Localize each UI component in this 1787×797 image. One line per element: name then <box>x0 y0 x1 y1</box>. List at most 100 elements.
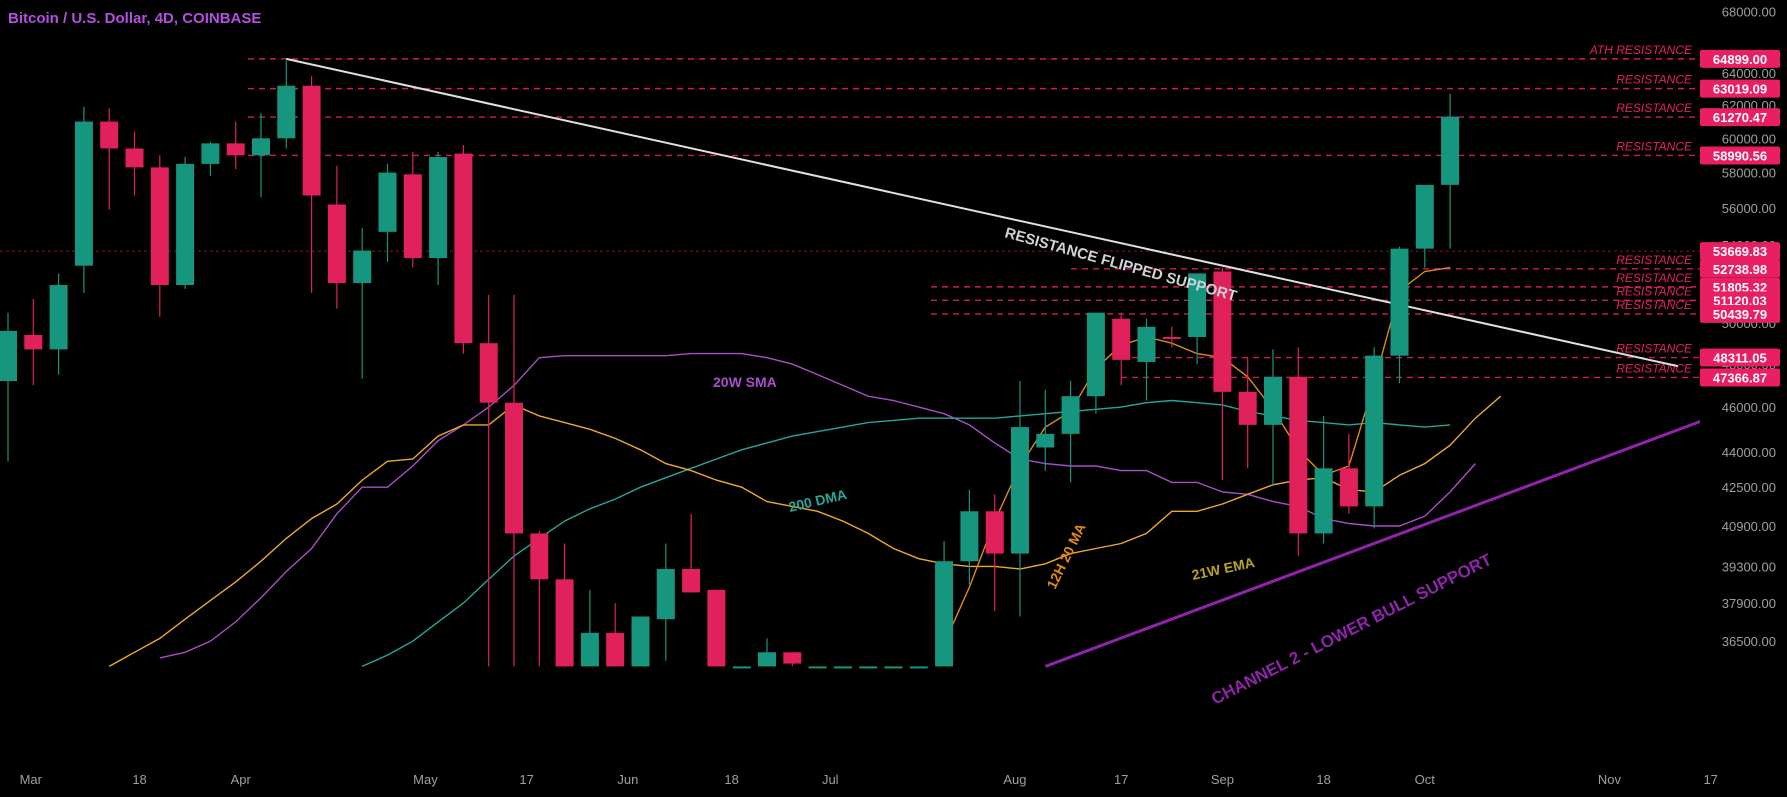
candle-up[interactable] <box>859 666 878 669</box>
candle-body <box>985 511 1004 554</box>
candle-body <box>429 157 448 259</box>
candle-up[interactable] <box>176 157 195 289</box>
trendline-resistance-flipped-support <box>286 57 1679 368</box>
candle-down[interactable] <box>403 151 422 268</box>
candle-up[interactable] <box>656 543 675 661</box>
resistance-price-tag[interactable]: 48311.05 <box>1700 348 1780 367</box>
candle-down[interactable] <box>100 108 119 210</box>
candle-up[interactable] <box>378 163 397 262</box>
candle-up[interactable] <box>935 540 954 667</box>
resistance-price-tag[interactable]: 53669.83 <box>1700 242 1780 261</box>
candle-up[interactable] <box>732 666 751 669</box>
time-axis[interactable]: Mar 18 Apr May 17 Jun 18 Jul Aug 17 Sep 18 Oct Nov 17 <box>20 772 1718 787</box>
candle-down[interactable] <box>479 294 498 667</box>
candle-down[interactable] <box>682 513 701 593</box>
candle-up[interactable] <box>1137 318 1156 401</box>
candle-up[interactable] <box>1036 389 1055 471</box>
time-tick-label: 18 <box>724 772 738 787</box>
candle-down[interactable] <box>1238 357 1257 469</box>
candle-up[interactable] <box>74 106 93 293</box>
resistance-price-tag[interactable]: 61270.47 <box>1700 108 1780 127</box>
candle-up[interactable] <box>808 666 827 669</box>
resistance-label: RESISTANCE <box>1616 253 1693 267</box>
resistance-price-tag[interactable]: 50439.79 <box>1700 304 1780 323</box>
candle-up[interactable] <box>909 666 928 669</box>
candle-down[interactable] <box>505 294 523 667</box>
candle-body <box>808 666 827 669</box>
candle-up[interactable] <box>631 616 650 667</box>
resistance-tag-bg <box>1700 79 1780 98</box>
candle-body <box>1390 248 1409 356</box>
candle-down[interactable] <box>1339 433 1358 514</box>
candle-up[interactable] <box>1086 312 1105 414</box>
candle-up[interactable] <box>884 666 903 669</box>
candle-up[interactable] <box>429 151 448 286</box>
candle-body <box>479 343 498 403</box>
resistance-tag-value: 58990.56 <box>1713 148 1767 163</box>
candle-down[interactable] <box>1112 312 1131 386</box>
candle-down[interactable] <box>150 155 169 317</box>
candle-down[interactable] <box>1213 267 1232 481</box>
candle-up[interactable] <box>1188 273 1207 365</box>
resistance-tag-value: 61270.47 <box>1713 110 1767 125</box>
resistance-price-tag[interactable]: 51120.03 <box>1700 291 1780 310</box>
resistance-tag-bg <box>1700 49 1780 68</box>
candle-up[interactable] <box>1365 347 1384 529</box>
price-axis[interactable]: 36500.00 37900.00 39300.00 40900.00 42500.00… <box>1700 5 1780 649</box>
resistance-price-tag[interactable]: 47366.87 <box>1700 368 1780 387</box>
resistance-tag-bg <box>1700 291 1780 310</box>
candle-body <box>758 652 776 667</box>
resistance-price-tag[interactable]: 52738.98 <box>1700 259 1780 278</box>
candle-body <box>74 121 93 266</box>
candle-down[interactable] <box>555 543 574 667</box>
candle-up[interactable] <box>49 273 68 375</box>
time-tick-label: Sep <box>1211 772 1234 787</box>
candle-down[interactable] <box>530 530 549 667</box>
candle-body <box>0 330 17 382</box>
candle-up[interactable] <box>353 228 372 379</box>
candle-up[interactable] <box>1314 415 1333 544</box>
candle-down[interactable] <box>707 589 726 667</box>
time-tick-label: Jun <box>617 772 638 787</box>
candle-down[interactable] <box>302 76 321 293</box>
candle-down[interactable] <box>1289 347 1308 557</box>
candle-up[interactable] <box>960 489 979 585</box>
resistance-price-tag[interactable]: 58990.56 <box>1700 146 1780 165</box>
candles[interactable] <box>0 60 1460 669</box>
candle-body <box>277 85 296 139</box>
candle-up[interactable] <box>580 589 599 667</box>
candle-up[interactable] <box>1390 246 1409 384</box>
candle-down[interactable] <box>327 165 346 309</box>
candle-body <box>631 616 650 667</box>
resistance-price-tag[interactable]: 63019.09 <box>1700 79 1780 98</box>
candle-down[interactable] <box>125 131 144 196</box>
candle-down[interactable] <box>985 494 1004 612</box>
candle-up[interactable] <box>1441 93 1460 249</box>
candle-up[interactable] <box>201 141 220 177</box>
price-tick-label: 56000.00 <box>1722 201 1776 216</box>
price-tick-label: 40900.00 <box>1722 519 1776 534</box>
resistance-price-tag[interactable]: 64899.00 <box>1700 49 1780 68</box>
candle-up[interactable] <box>1011 381 1029 617</box>
candle-body <box>909 666 928 669</box>
candle-up[interactable] <box>833 666 852 669</box>
candle-up[interactable] <box>1415 184 1434 268</box>
candle-down[interactable] <box>24 298 43 386</box>
candle-down[interactable] <box>226 121 245 170</box>
candle-up[interactable] <box>277 60 296 149</box>
candle-down[interactable] <box>606 603 625 667</box>
candle-up[interactable] <box>758 638 776 667</box>
resistance-tag-value: 48311.05 <box>1713 351 1767 366</box>
candle-body <box>176 163 195 286</box>
candle-body <box>302 85 321 196</box>
candle-up[interactable] <box>0 312 17 462</box>
candle-up[interactable] <box>1061 381 1080 483</box>
candle-up[interactable] <box>252 113 270 198</box>
candle-body <box>833 666 852 669</box>
candle-up[interactable] <box>1264 349 1282 485</box>
candle-down[interactable] <box>783 652 802 667</box>
candle-down[interactable] <box>1162 326 1181 348</box>
price-tick-label: 46000.00 <box>1722 400 1776 415</box>
candle-down[interactable] <box>454 145 473 354</box>
